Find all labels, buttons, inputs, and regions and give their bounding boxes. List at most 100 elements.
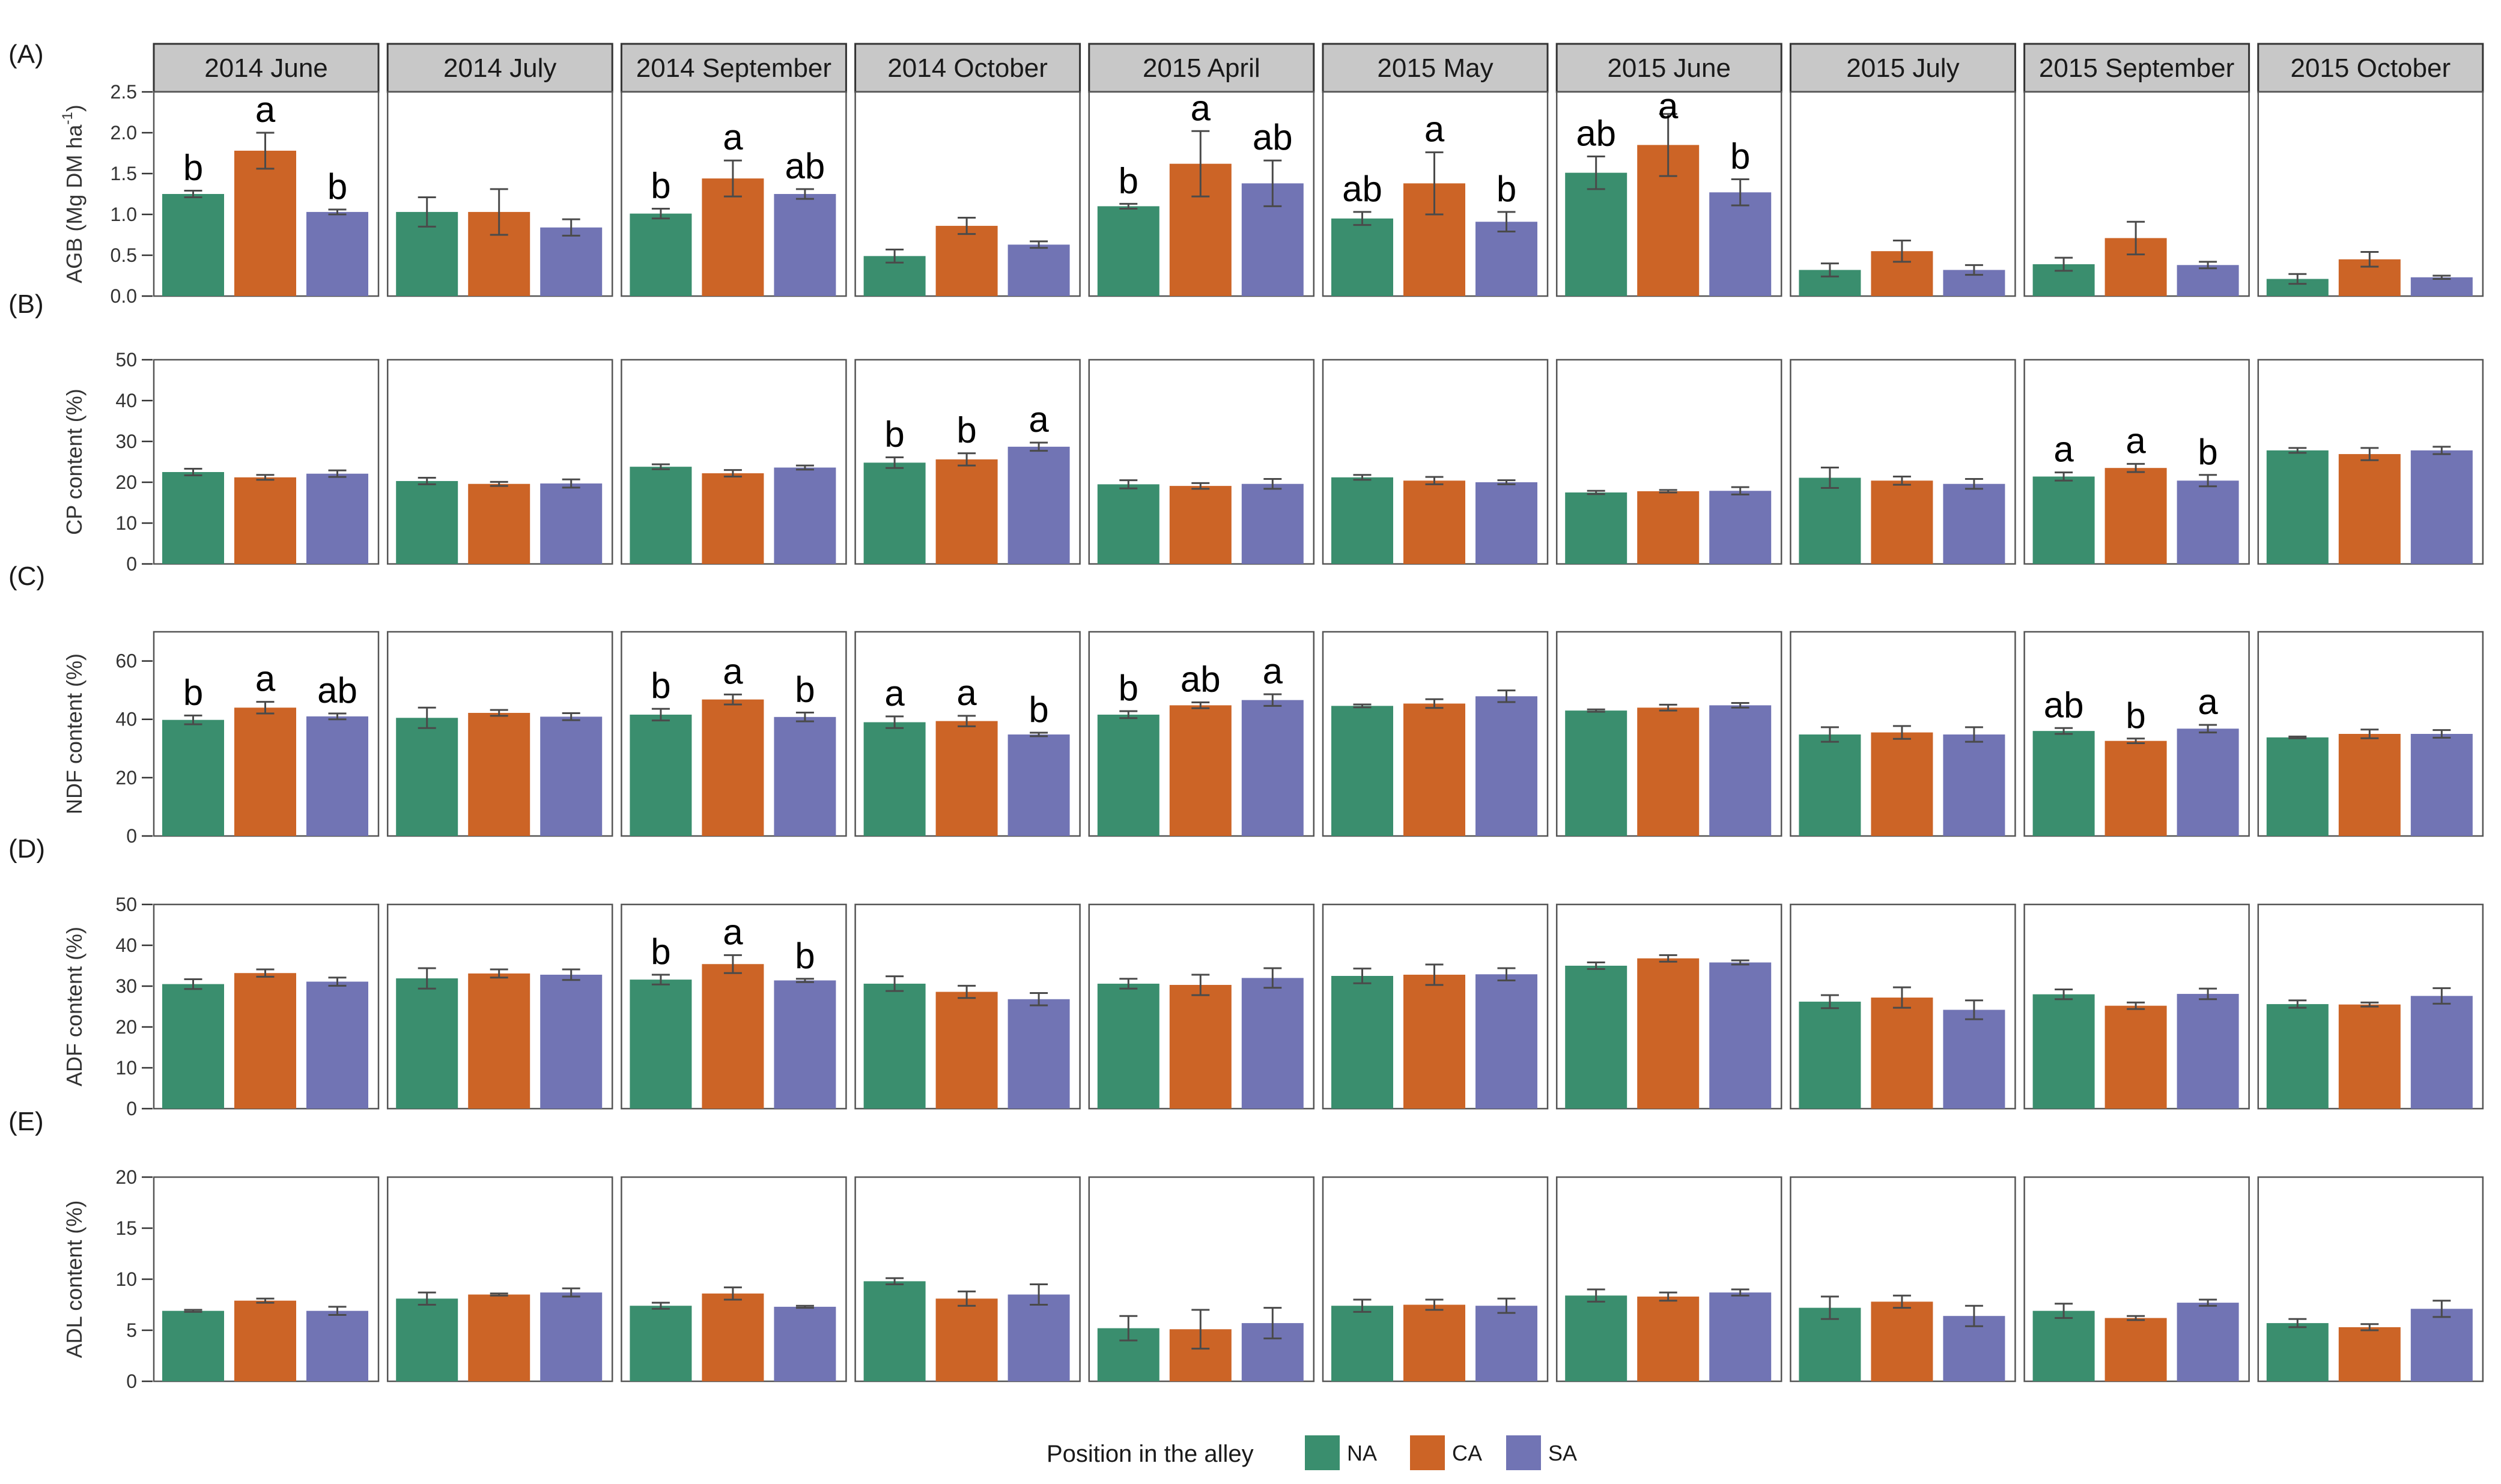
- y-tick-label: 30: [115, 431, 137, 452]
- significance-letter: b: [327, 166, 347, 207]
- facet-panel: [854, 903, 1081, 1110]
- facet-panel: [854, 91, 1081, 297]
- facet-strip-bg: [153, 43, 380, 93]
- legend: Position in the alley NA CA SA: [1047, 1435, 1577, 1470]
- facet-panel: [386, 1176, 613, 1383]
- significance-letter: b: [651, 931, 670, 972]
- y-tick-label: 0: [126, 553, 137, 575]
- facet-strip-label: 2015 May: [1377, 53, 1493, 83]
- facet-panel: [854, 1176, 1081, 1383]
- bar-sa: [306, 981, 368, 1109]
- significance-letter: a: [884, 673, 905, 713]
- panel: (B) CP content (%) 0 10 20 30 40 50 b b a a a b: [8, 289, 2484, 575]
- bar-sa: [1475, 482, 1537, 564]
- facet-panel: [1790, 91, 2016, 297]
- bar-na: [162, 984, 224, 1109]
- bar-na: [1097, 484, 1159, 564]
- bar-na: [1565, 1295, 1627, 1381]
- facet-strip: 2014 September: [620, 43, 847, 93]
- bar-na: [1097, 983, 1159, 1109]
- significance-letter: ab: [785, 146, 825, 186]
- bar-ca: [2104, 1318, 2167, 1381]
- facet-panel: [2023, 1176, 2250, 1383]
- y-axis-title-main: ADF content (%): [62, 927, 87, 1086]
- facet-panel: [621, 359, 847, 565]
- y-tick-label: 0.0: [111, 285, 137, 307]
- bar-sa: [306, 716, 368, 836]
- bar-ca: [2338, 1327, 2401, 1381]
- bar-na: [1565, 710, 1627, 836]
- facet-panel: [1088, 903, 1315, 1110]
- bar-na: [2266, 1004, 2329, 1109]
- facet-strip-bg: [1555, 43, 1782, 93]
- panel: (A)AGB (Mg DM ha-1)0.00.51.01.52.02.5bab…: [8, 40, 2484, 307]
- bar-sa: [774, 980, 836, 1109]
- legend-item-ca: CA: [1410, 1435, 1482, 1470]
- bar-na: [1331, 1306, 1393, 1381]
- bar-ca: [1637, 491, 1700, 564]
- legend-title: Position in the alley: [1047, 1441, 1254, 1467]
- facet-strip: 2015 September: [2023, 43, 2250, 93]
- bar-ca: [468, 1294, 530, 1381]
- significance-letter: a: [1263, 651, 1283, 691]
- bar-na: [2266, 737, 2329, 836]
- bar-sa: [1475, 1306, 1537, 1381]
- facet-strip: 2015 July: [1789, 43, 2016, 93]
- significance-letter: a: [255, 89, 276, 130]
- bar-sa: [540, 1292, 603, 1381]
- facet-strip-label: 2014 July: [443, 53, 556, 83]
- y-axis-title-main: AGB (Mg DM ha: [62, 124, 87, 283]
- bar-ca: [1169, 984, 1232, 1109]
- bar-ca: [2338, 734, 2401, 836]
- facet-panel: [2257, 631, 2484, 837]
- bar-na: [162, 472, 224, 564]
- bar-sa: [1943, 483, 2005, 564]
- significance-letter: a: [723, 651, 743, 691]
- bar-na: [863, 983, 926, 1109]
- legend-label-sa: SA: [1548, 1441, 1577, 1465]
- bar-na: [630, 467, 692, 564]
- panel-tag: (A): [8, 40, 44, 69]
- bar-ca: [1169, 705, 1232, 836]
- bar-sa: [2410, 277, 2473, 296]
- facet-strip-bg: [1789, 43, 2016, 93]
- bar-sa: [774, 467, 836, 564]
- facet-panel: [1790, 359, 2016, 565]
- facet-panel: b a ab: [621, 91, 847, 297]
- facet-panel: [1555, 903, 1782, 1110]
- bar-sa: [2177, 1303, 2239, 1381]
- y-tick-label: 40: [115, 709, 137, 730]
- bar-sa: [1475, 696, 1537, 836]
- facet-panel: [2257, 903, 2484, 1110]
- bar-sa: [2410, 996, 2473, 1109]
- bar-sa: [1241, 978, 1304, 1109]
- bar-sa: [1709, 491, 1772, 564]
- y-axis-title-end: ): [62, 104, 87, 112]
- panel-tag: (D): [8, 834, 45, 864]
- facet-strip: 2014 July: [386, 43, 613, 93]
- facet-panel: [2257, 91, 2484, 297]
- bar-na: [1799, 734, 1861, 836]
- bar-sa: [2177, 265, 2239, 296]
- y-tick-label: 50: [115, 349, 137, 371]
- bar-na: [1565, 172, 1627, 296]
- significance-letter: b: [2198, 432, 2217, 472]
- legend-swatch-ca: [1410, 1435, 1445, 1470]
- bar-ca: [234, 707, 296, 836]
- facet-strip-bg: [854, 43, 1081, 93]
- significance-letter: b: [183, 672, 203, 712]
- bar-sa: [1007, 446, 1070, 564]
- y-tick-label: 20: [115, 767, 137, 789]
- legend-item-na: NA: [1305, 1435, 1377, 1470]
- bar-na: [2266, 1323, 2329, 1381]
- facet-strip-bg: [1322, 43, 1549, 93]
- legend-swatch-sa: [1506, 1435, 1541, 1470]
- legend-item-sa: SA: [1506, 1435, 1577, 1470]
- facet-panel: b a b: [153, 89, 380, 297]
- facet-strip-bg: [2257, 43, 2484, 93]
- bar-na: [2032, 731, 2095, 836]
